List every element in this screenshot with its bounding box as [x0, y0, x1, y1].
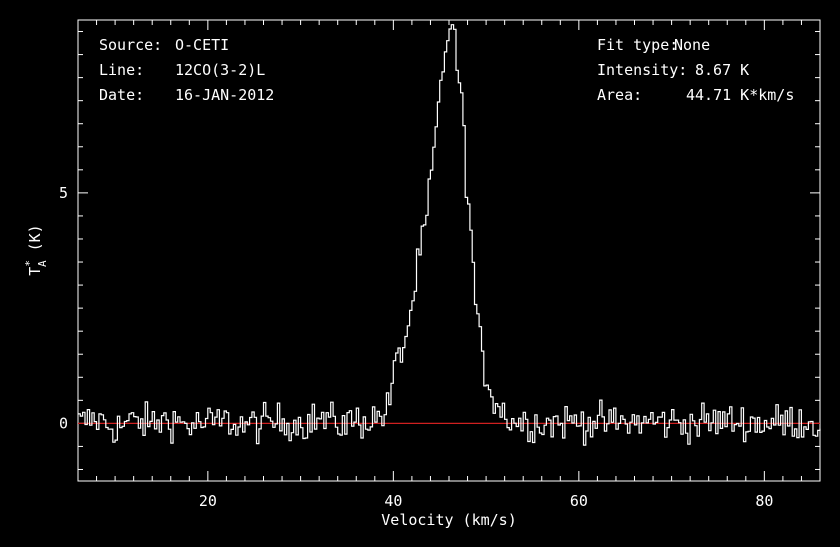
info-right: Fit type: None Intensity: 8.67 K Area: 4…: [597, 36, 794, 104]
info-left-key: Date:: [99, 86, 144, 104]
x-tick-label: 20: [199, 492, 217, 510]
y-label-sub: A: [36, 260, 49, 267]
info-right-value: None: [674, 36, 710, 54]
svg-text:T*A (K): T*A (K): [23, 224, 49, 275]
axis-ticks: [77, 20, 821, 481]
info-left-key: Source:: [99, 36, 162, 54]
info-left-value: 16-JAN-2012: [175, 86, 274, 104]
info-right-key: Area:: [597, 86, 642, 104]
y-axis-label: T*A (K): [23, 224, 49, 275]
info-right-key: Fit type:: [597, 36, 678, 54]
y-tick-label: 5: [59, 184, 68, 202]
info-right-value: 8.67 K: [695, 61, 749, 79]
y-label-sup: *: [23, 260, 36, 267]
x-tick-label: 60: [570, 492, 588, 510]
info-right-value: 44.71 K*km/s: [686, 86, 794, 104]
info-left-value: 12CO(3-2)L: [175, 61, 265, 79]
tick-labels: 20 40 60 80 0 5: [59, 184, 773, 510]
y-label-unit: (K): [26, 224, 44, 260]
y-label-base: T: [26, 267, 44, 276]
x-axis-label: Velocity (km/s): [381, 511, 516, 529]
x-tick-label: 80: [755, 492, 773, 510]
info-left-key: Line:: [99, 61, 144, 79]
x-tick-label: 40: [384, 492, 402, 510]
info-left-value: O-CETI: [175, 36, 229, 54]
info-left: Source: O-CETI Line: 12CO(3-2)L Date: 16…: [99, 36, 274, 104]
spectrum-line: [78, 24, 821, 446]
y-tick-label: 0: [59, 414, 68, 432]
info-right-key: Intensity:: [597, 61, 687, 79]
